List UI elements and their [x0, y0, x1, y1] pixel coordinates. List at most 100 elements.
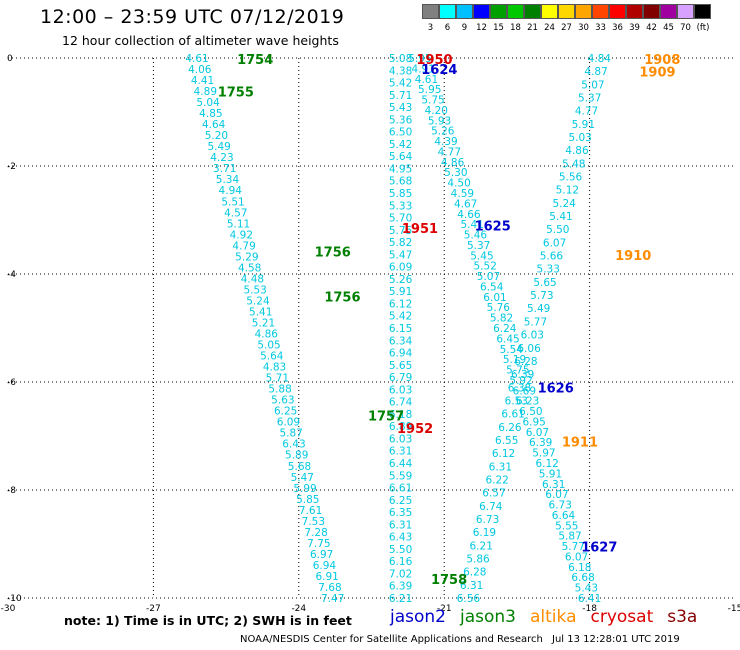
swh-value: 6.28: [514, 356, 537, 368]
swh-value: 5.86: [466, 553, 490, 565]
color-scale-swatch: [660, 4, 677, 19]
swh-value: 7.28: [304, 527, 327, 539]
swh-value: 6.21: [470, 540, 493, 552]
swh-value: 5.92: [509, 375, 532, 387]
swh-value: 6.24: [493, 323, 517, 335]
y-tick-label: -10: [7, 594, 22, 604]
swh-value: 5.89: [285, 450, 308, 462]
swh-value: 5.49: [527, 303, 550, 315]
time-label: 1911: [562, 435, 598, 450]
color-scale-swatch: [677, 4, 694, 19]
time-label: 1758: [431, 573, 467, 588]
swh-value: 5.52: [474, 261, 497, 273]
color-scale-swatch: [592, 4, 609, 19]
swh-value: 6.41: [578, 593, 601, 605]
color-scale-label: 6: [444, 23, 451, 33]
swh-value: 7.47: [321, 593, 344, 605]
swh-value: 5.19: [503, 354, 526, 366]
color-scale-swatch: [473, 4, 490, 19]
swh-value: 4.94: [219, 185, 243, 197]
time-label: 1756: [315, 245, 351, 260]
swh-value: 5.77: [562, 541, 585, 553]
swh-value: 6.31: [389, 519, 412, 531]
time-label: 1627: [581, 541, 617, 556]
swh-value: 7.68: [318, 582, 341, 594]
legend-cryosat: cryosat: [590, 607, 654, 627]
swh-value: 6.21: [389, 593, 412, 605]
satellite-legend: jason2 jason3 altika cryosat s3a: [390, 607, 711, 627]
color-scale-swatch: [626, 4, 643, 19]
x-tick-label: -21: [437, 604, 452, 614]
color-scale-swatch: [541, 4, 558, 19]
swh-value: 5.42: [389, 78, 412, 90]
swh-value: 5.24: [552, 198, 576, 210]
swh-value: 5.85: [389, 188, 412, 200]
swh-value: 4.92: [230, 229, 253, 241]
swh-value: 5.63: [271, 395, 294, 407]
swh-value: 5.37: [578, 93, 601, 105]
swh-value: 6.39: [529, 437, 552, 449]
swh-value: 6.23: [516, 396, 539, 408]
swh-value: 6.95: [522, 416, 545, 428]
swh-value: 5.49: [207, 141, 230, 153]
swh-value: 6.44: [389, 458, 413, 470]
time-label: 1908: [644, 53, 680, 68]
swh-value: 5.43: [389, 102, 412, 114]
color-scale-label: 45: [663, 23, 674, 33]
swh-value: 5.75: [506, 365, 529, 377]
swh-value: 5.50: [546, 224, 569, 236]
swh-value: 6.89: [389, 421, 412, 433]
swh-value: 5.54: [500, 344, 524, 356]
swh-value: 5.55: [555, 520, 578, 532]
swh-value: 6.22: [485, 474, 508, 486]
time-label: 1754: [237, 53, 273, 68]
swh-value: 5.51: [221, 196, 244, 208]
swh-value: 6.43: [389, 532, 412, 544]
swh-value: 5.93: [428, 115, 451, 127]
swh-value: 6.50: [519, 406, 542, 418]
swh-value: 5.59: [389, 470, 412, 482]
swh-value: 6.15: [389, 323, 412, 335]
swh-value: 5.42: [389, 139, 412, 151]
x-tick-label: -15: [728, 604, 740, 614]
swh-value: 4.64: [202, 119, 226, 131]
swh-value: 4.79: [232, 240, 255, 252]
swh-value: 5.12: [556, 185, 579, 197]
time-label: 1950: [416, 53, 452, 68]
swh-value: 5.05: [257, 340, 280, 352]
swh-value: 5.65: [533, 277, 556, 289]
legend-s3a: s3a: [667, 607, 698, 627]
swh-value: 6.39: [511, 369, 534, 381]
swh-value: 5.41: [460, 219, 483, 231]
swh-value: 5.75: [421, 95, 444, 107]
swh-value: 5.82: [389, 237, 412, 249]
time-label: 1951: [402, 222, 438, 237]
x-tick-label: -30: [1, 604, 16, 614]
swh-value: 5.48: [562, 158, 585, 170]
swh-value: 7.75: [307, 538, 330, 550]
swh-value: 6.56: [457, 593, 481, 605]
swh-value: 6.79: [389, 372, 412, 384]
swh-value: 3.71: [213, 163, 236, 175]
swh-value: 7.53: [302, 516, 325, 528]
swh-value: 6.55: [495, 435, 518, 447]
swh-value: 6.39: [389, 581, 412, 593]
swh-value: 6.12: [492, 448, 515, 460]
swh-value: 4.20: [425, 105, 448, 117]
swh-value: 5.42: [389, 311, 412, 323]
swh-value: 5.30: [444, 167, 467, 179]
swh-value: 5.56: [559, 172, 583, 184]
time-label: 1626: [538, 381, 574, 396]
swh-value: 5.36: [389, 114, 413, 126]
swh-value: 4.61: [185, 53, 208, 65]
color-scale-swatch: [507, 4, 524, 19]
swh-value: 6.31: [542, 479, 565, 491]
color-scale-label: 70: [680, 23, 691, 33]
swh-value: 5.26: [389, 274, 413, 286]
swh-value: 4.67: [454, 198, 477, 210]
color-scale-label: 12: [476, 23, 487, 33]
swh-value: 4.23: [210, 152, 233, 164]
color-scale-label: 15: [493, 23, 504, 33]
time-label: 1625: [475, 219, 511, 234]
color-scale-swatch: [694, 4, 711, 19]
